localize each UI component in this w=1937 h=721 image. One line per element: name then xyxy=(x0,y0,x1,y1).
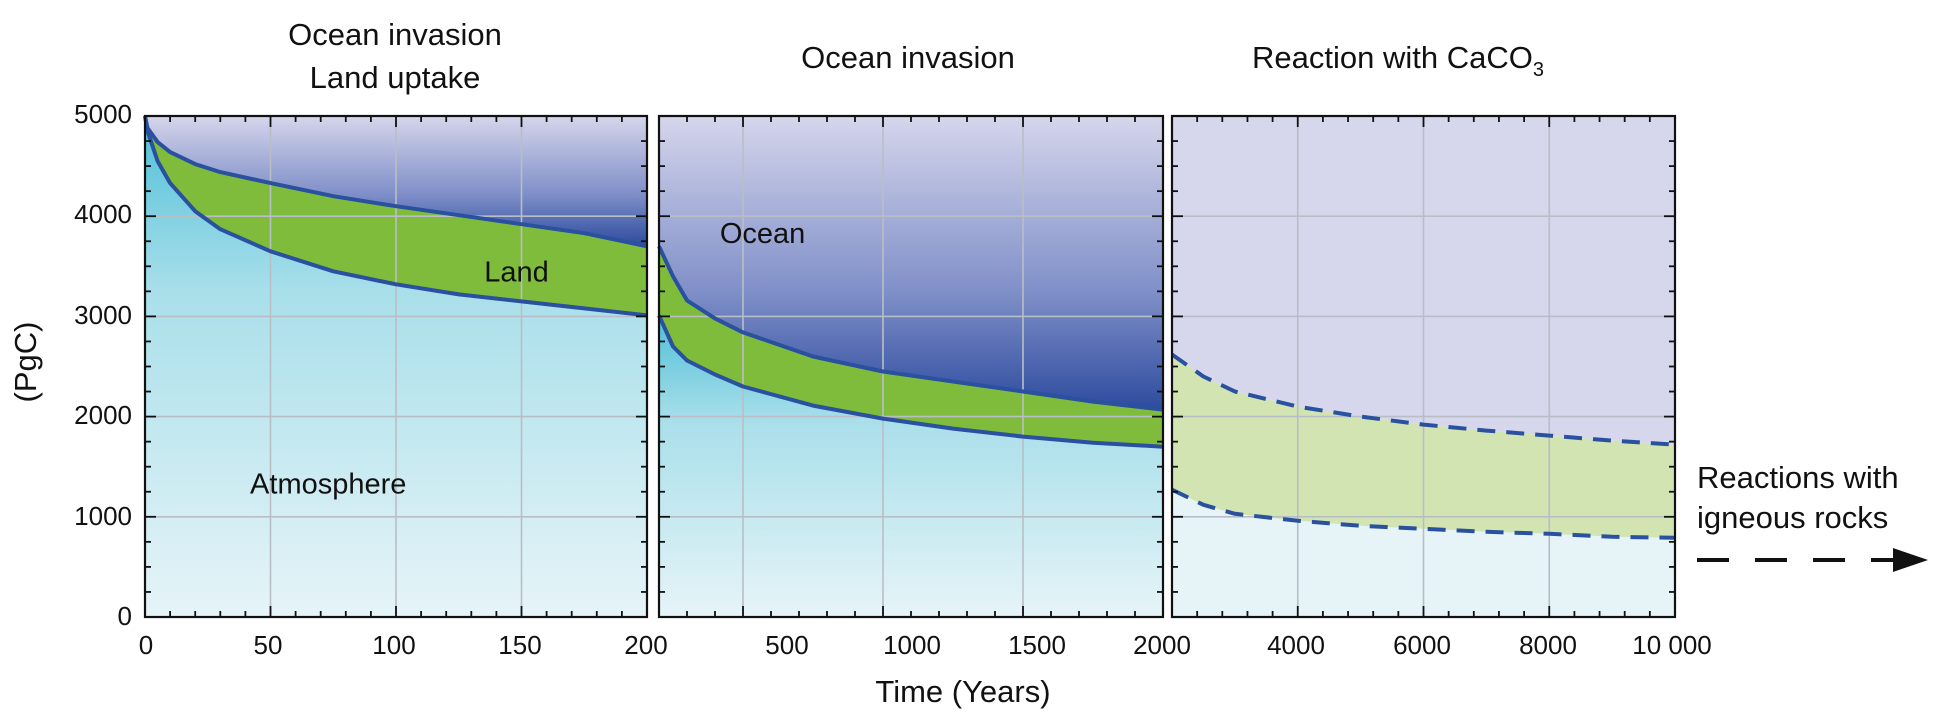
series-atm-land-boundary xyxy=(143,115,648,318)
region-label: Ocean xyxy=(720,218,805,250)
x-axis-label: Time (Years) xyxy=(875,674,1050,709)
x-tick-label: 1500 xyxy=(1008,630,1066,660)
series-atm-land-boundary xyxy=(1171,487,1676,540)
arrow-head-icon xyxy=(1893,548,1928,572)
panel-caco3-reaction xyxy=(1170,114,1677,619)
igneous-annotation-line2: igneous rocks xyxy=(1697,500,1888,535)
panel-land-uptake: Land Atmosphere xyxy=(143,114,649,619)
x-tick-label: 0 xyxy=(139,630,153,660)
region-label: Land xyxy=(484,256,549,288)
x-tick-label: 10 000 xyxy=(1632,630,1712,660)
region-label: Atmosphere xyxy=(250,469,406,501)
x-tick-label: 150 xyxy=(498,630,541,660)
x-tick-label: 8000 xyxy=(1519,630,1577,660)
y-tick-label: 0 xyxy=(118,601,132,631)
y-axis-label: (PgC) xyxy=(8,322,43,403)
x-tick-label: 500 xyxy=(765,630,808,660)
series-land-ocean-boundary xyxy=(143,115,648,249)
x-tick-label: 6000 xyxy=(1393,630,1451,660)
panel1-title-line1: Ocean invasion xyxy=(288,17,502,52)
panel3-title: Reaction with CaCO3 xyxy=(1252,40,1544,81)
x-tick-label: 1000 xyxy=(883,630,941,660)
y-tick-label: 5000 xyxy=(74,99,132,129)
series-atm-land-boundary xyxy=(657,314,1164,449)
panel-ocean-invasion: Ocean xyxy=(657,114,1165,619)
y-tick-labels: 0 1000 2000 3000 4000 5000 xyxy=(74,99,132,631)
series-land-ocean-boundary xyxy=(1170,352,1676,447)
panel2-title: Ocean invasion xyxy=(801,40,1015,75)
x-tick-label: 100 xyxy=(372,630,415,660)
panel3-title-subscript: 3 xyxy=(1533,59,1544,81)
y-tick-label: 2000 xyxy=(74,400,132,430)
y-tick-label: 3000 xyxy=(74,300,132,330)
atmosphere-region xyxy=(659,315,1163,617)
panel1-title-line2: Land uptake xyxy=(310,60,481,95)
ocean-region xyxy=(659,116,1163,410)
igneous-annotation-line1: Reactions with xyxy=(1697,460,1899,495)
y-tick-label: 1000 xyxy=(74,501,132,531)
x-tick-label: 200 xyxy=(624,630,667,660)
x-tick-label: 2000 xyxy=(1133,630,1191,660)
series-land-ocean-boundary xyxy=(657,245,1164,412)
x-tick-label: 4000 xyxy=(1267,630,1325,660)
x-tick-labels: 0 50 100 150 200 500 1000 1500 2000 4000… xyxy=(139,630,1712,660)
panel3-title-main: Reaction with CaCO xyxy=(1252,40,1533,75)
x-tick-label: 50 xyxy=(254,630,283,660)
y-tick-label: 4000 xyxy=(74,199,132,229)
